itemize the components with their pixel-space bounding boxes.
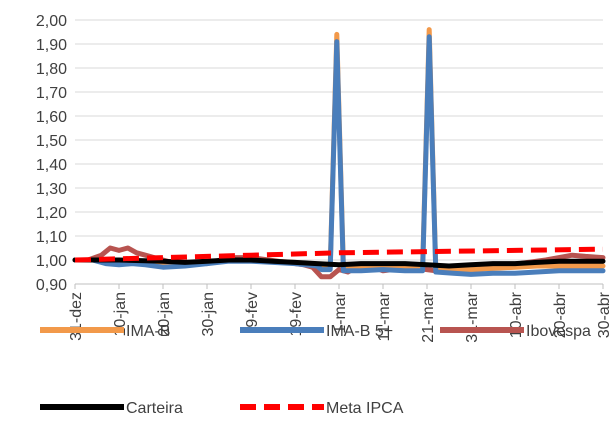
x-tick-label: 10-abr [508, 291, 525, 338]
y-tick-label: 1,50 [36, 133, 67, 150]
legend-label: Meta IPCA [326, 400, 404, 417]
y-tick-label: 1,20 [36, 205, 67, 222]
x-tick-label: 10-jan [112, 292, 129, 336]
x-tick-label: 30-jan [200, 292, 217, 336]
x-axis-ticks: 31-dez 10-jan 20-jan 30-jan 9-fev 19-fev 1-mar… [68, 284, 613, 343]
series-line-meta-ipca [74, 246, 604, 263]
legend: IMA-B IMA-B 5+ Ibovespa Carteira Meta IPCA [40, 323, 591, 417]
x-tick-label: 31-mar [464, 291, 481, 342]
y-tick-label: 1,10 [36, 229, 67, 246]
series-lines [72, 27, 606, 280]
x-tick-label: 9-fev [244, 292, 261, 328]
y-tick-label: 1,90 [36, 37, 67, 54]
legend-item: IMA-B 5+ [240, 323, 393, 340]
y-axis-ticks: 0,90 1,00 1,10 1,20 1,30 1,40 1,50 1,60 1,70 1,80… [36, 13, 67, 294]
legend-item: Meta IPCA [240, 400, 404, 417]
x-tick-label: 20-abr [552, 291, 569, 338]
legend-item: Ibovespa [440, 323, 591, 340]
series-line-carteira [72, 257, 606, 269]
legend-item: IMA-B [40, 323, 170, 340]
series-line-ima-b-5 [72, 34, 606, 277]
y-tick-label: 1,30 [36, 181, 67, 198]
legend-label: IMA-B 5+ [326, 323, 393, 340]
legend-label: IMA-B [126, 323, 170, 340]
x-tick-label: 30-abr [596, 291, 613, 338]
y-tick-label: 1,60 [36, 109, 67, 126]
x-tick-label: 20-jan [156, 292, 173, 336]
y-tick-label: 0,90 [36, 277, 67, 294]
x-tick-label: 31-dez [68, 292, 85, 341]
y-tick-label: 1,40 [36, 157, 67, 174]
y-tick-label: 1,80 [36, 61, 67, 78]
y-tick-label: 1,70 [36, 85, 67, 102]
x-tick-label: 1-mar [332, 291, 349, 333]
legend-label: Ibovespa [526, 323, 591, 340]
x-tick-label: 11-mar [376, 291, 393, 341]
legend-item: Carteira [40, 400, 183, 417]
y-tick-label: 1,00 [36, 253, 67, 270]
x-tick-label: 21-mar [420, 291, 437, 342]
x-tick-label: 19-fev [288, 292, 305, 336]
legend-label: Carteira [126, 400, 183, 417]
y-tick-label: 2,00 [36, 13, 67, 30]
